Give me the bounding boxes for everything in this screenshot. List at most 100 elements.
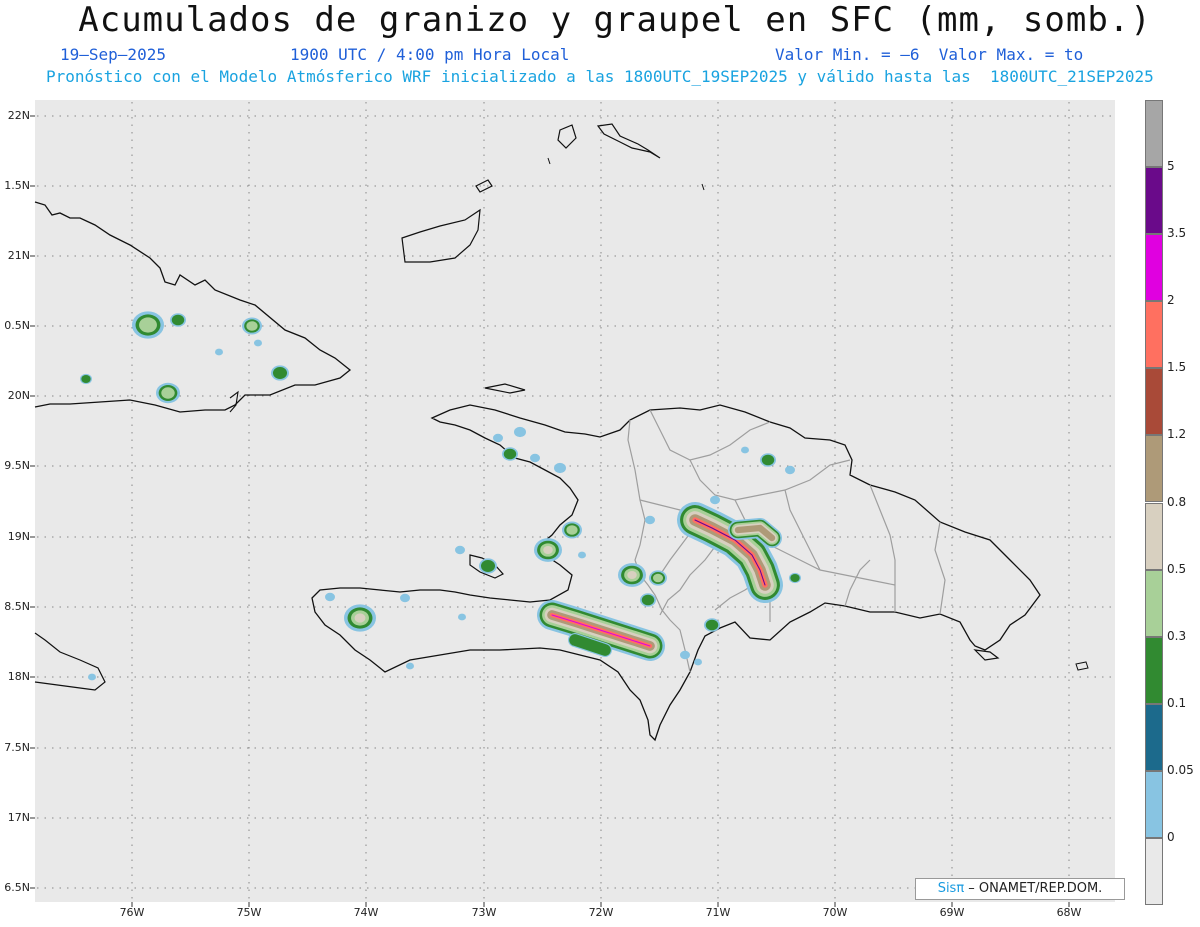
precip-cell [406,662,414,670]
date-label: 19–Sep–2025 [60,45,166,64]
colorbar-segment [1145,234,1163,302]
precip-cell [645,515,655,525]
colorbar-label: 3.5 [1167,226,1187,241]
chart-title: Acumulados de granizo y graupel en SFC (… [78,0,1152,40]
lon-label: 71W [705,906,731,919]
lon-label: 73W [471,906,497,919]
precip-cell [480,560,496,572]
lat-label: 6.5N [4,881,30,894]
lon-label: 72W [588,906,614,919]
precip-cell [246,321,258,331]
precip-cell [514,426,526,438]
lat-label: 8.5N [4,600,30,613]
forecast-label: Pronóstico con el Modelo Atmósferico WRF… [46,67,1154,86]
lat-label: 18N [7,670,30,683]
lon-label: 76W [119,906,145,919]
colorbar-label: 0 [1167,829,1175,844]
precip-cell [171,314,185,326]
precip-cell [790,574,800,582]
precip-cell [400,593,410,603]
coastline-caicos-c [547,157,705,191]
colorbar-segment [1145,569,1163,637]
coastline-hispaniola [311,404,1041,742]
colorbar-segment [1145,435,1163,503]
coastline-cuba [34,201,352,413]
precip-cell [354,613,366,623]
precip-cell [325,592,335,602]
precip-cell [493,433,503,443]
coastline-caicos-a [557,124,577,149]
precip-cell [81,375,91,383]
precip-cell [554,462,566,474]
lat-label: 0.5N [4,319,30,332]
colorbar [1145,100,1163,905]
precip-cell [761,454,775,466]
coastline-inagua [401,208,481,263]
lat-label: 17N [7,811,30,824]
minmax-label: Valor Min. = –6 Valor Max. = to [775,45,1084,64]
precip-cell [455,545,465,555]
precip-shading [80,311,801,681]
precip-cell [694,658,702,666]
colorbar-segment [1145,167,1163,235]
precip-cell [741,446,749,454]
colorbar-label: 1.5 [1167,360,1187,375]
precip-cell [578,551,586,559]
precip-cell [458,613,466,621]
colorbar-label: 0.3 [1167,628,1187,643]
coastline-jamaica [34,632,106,691]
map-frame [35,100,1115,902]
lat-label: 9.5N [4,459,30,472]
precip-cell [215,348,223,356]
lon-label: 74W [353,906,379,919]
colorbar-label: 5 [1167,159,1175,174]
colorbar-segment [1145,636,1163,704]
coastline-tortuga [484,383,526,394]
precip-cell [641,594,655,606]
lat-label: 7.5N [4,741,30,754]
precip-band [569,634,611,656]
lat-label: 20N [7,389,30,402]
coastline-cuba-islet [229,390,239,413]
precip-band [694,519,766,586]
precip-cell [88,673,96,681]
credit-box: Sisπ – ONAMET/REP.DOM. [915,878,1125,900]
time-label: 1900 UTC / 4:00 pm Hora Local [290,45,570,64]
coastline-little-inagua [475,179,493,193]
precip-cell [503,448,517,460]
axis-ticks [30,115,1070,907]
lat-label: 19N [7,530,30,543]
precip-cell [161,387,175,399]
colorbar-label: 0.05 [1167,762,1194,777]
colorbar-segment [1145,837,1163,905]
coastline-saona [973,649,1000,661]
colorbar-segment [1145,301,1163,369]
precip-cell [530,453,540,463]
lat-label: 1.5N [4,179,30,192]
lon-label: 75W [236,906,262,919]
precip-cell [705,619,719,631]
colorbar-label: 2 [1167,293,1175,308]
precip-cell [543,545,553,555]
colorbar-segment [1145,703,1163,771]
lat-label: 21N [7,249,30,262]
colorbar-segment [1145,502,1163,570]
colorbar-segment [1145,368,1163,436]
precip-cell [139,317,157,333]
lat-label: 22N [7,109,30,122]
colorbar-label: 1.2 [1167,427,1187,442]
credit-brand: Sisπ [937,881,965,896]
colorbar-segment [1145,100,1163,168]
lon-label: 68W [1056,906,1082,919]
colorbar-label: 0.1 [1167,695,1187,710]
coastline-mona [1075,661,1089,671]
colorbar-label: 0.8 [1167,494,1187,509]
precip-cell [785,465,795,475]
precip-cell [680,650,690,660]
precip-cell [272,367,288,379]
precip-cell [652,573,664,583]
precip-cell [566,525,578,535]
precip-cell [710,495,720,505]
lon-label: 69W [939,906,965,919]
